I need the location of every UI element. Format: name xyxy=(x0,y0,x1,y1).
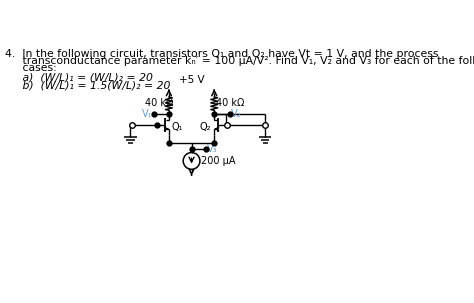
Text: Q₁: Q₁ xyxy=(172,122,183,132)
Text: V₃: V₃ xyxy=(207,144,218,154)
Text: 40 kΩ: 40 kΩ xyxy=(216,98,245,108)
Text: 4.  In the following circuit, transistors Q₁ and Q₂ have Vt = 1 V, and the proce: 4. In the following circuit, transistors… xyxy=(5,49,438,59)
Text: +5 V: +5 V xyxy=(179,75,204,85)
Text: transconductance parameter kₙ′ = 100 μA/V². Find V₁, V₂ and V₃ for each of the f: transconductance parameter kₙ′ = 100 μA/… xyxy=(5,56,474,66)
Text: V₁: V₁ xyxy=(142,109,152,119)
Text: cases:: cases: xyxy=(5,63,56,73)
Text: a)  (W/L)₁ = (W/L)₂ = 20: a) (W/L)₁ = (W/L)₂ = 20 xyxy=(5,72,153,82)
Text: b)  (W/L)₁ = 1.5(W/L)₂ = 20: b) (W/L)₁ = 1.5(W/L)₂ = 20 xyxy=(5,81,170,91)
Text: 40 kΩ: 40 kΩ xyxy=(145,98,173,108)
Text: V₂: V₂ xyxy=(231,109,241,119)
Text: Q₂: Q₂ xyxy=(200,122,211,132)
Text: 200 μA: 200 μA xyxy=(201,156,236,166)
